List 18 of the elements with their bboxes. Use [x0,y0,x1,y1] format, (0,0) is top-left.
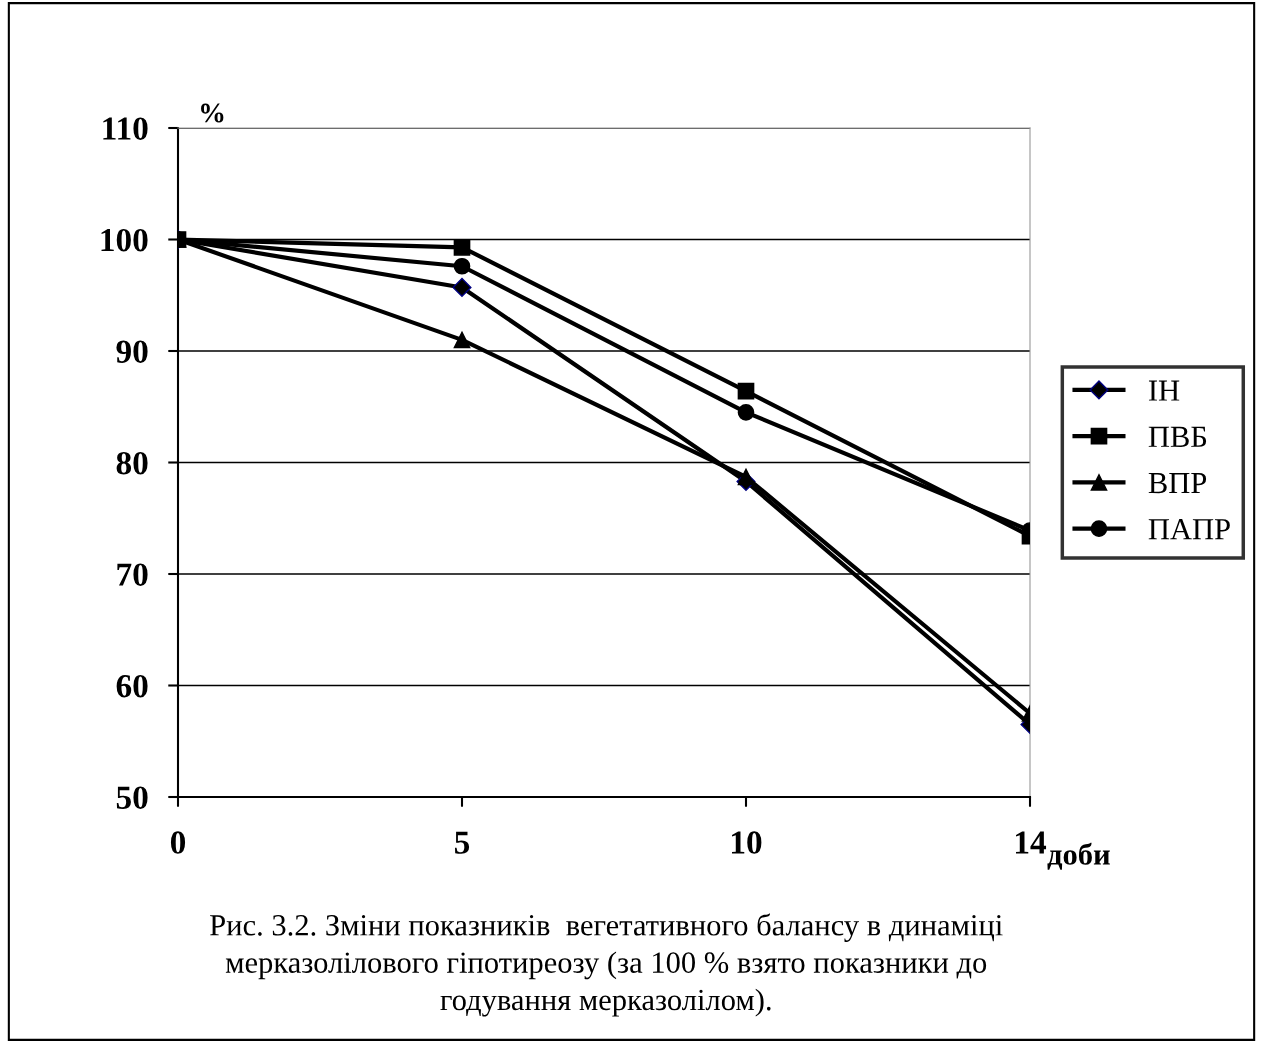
y-tick-label: 110 [103,117,148,140]
y-tick-label: 60 [116,674,148,698]
x-tick-label: 5 [455,831,470,854]
x-axis-title: доби [1047,842,1110,870]
x-tick-label: 14 [1016,831,1047,854]
y-tick-label: 80 [116,451,148,475]
y-tick-label: 90 [116,340,148,363]
x-tick-label: 0 [170,831,186,854]
x-tick-label: 10 [732,831,762,854]
y-axis-title: % [201,103,224,123]
legend-label: ПАПР [1148,519,1230,540]
legend-label: ВПР [1148,473,1207,494]
legend-label: ІН [1148,380,1180,401]
legend-label: ПВБ [1148,426,1207,447]
y-tick-label: 70 [117,563,148,586]
y-tick-label: 50 [116,786,148,809]
y-tick-label: 100 [101,228,148,252]
text: Рис. 3.2. Зміни показників вегетативного балансу в динаміці мерказолілового гіпотиреозу (за 100 % взято показники до годування мерказолілом). [210,913,1003,1017]
